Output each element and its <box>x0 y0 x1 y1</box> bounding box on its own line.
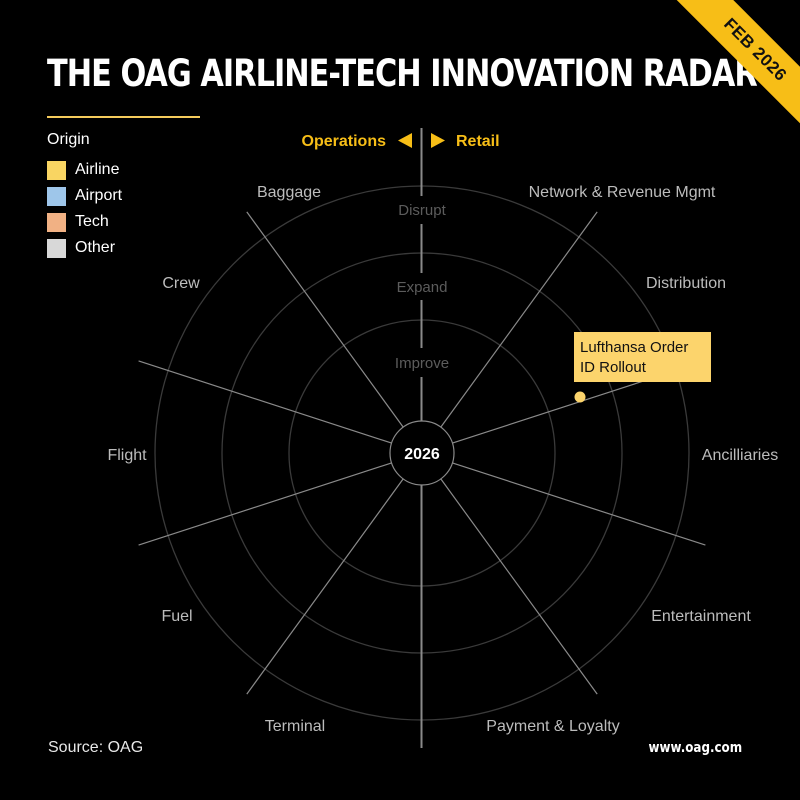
retail-label: Retail <box>456 133 500 150</box>
swatch-tech <box>47 212 66 232</box>
swatch-airport <box>47 186 66 206</box>
ring-label-disrupt: Disrupt <box>398 202 446 219</box>
data-point-lufthansa-order-id[interactable] <box>574 391 586 403</box>
radar-spokes <box>138 211 706 695</box>
legend-label: Airport <box>75 187 123 204</box>
ring-label-expand: Expand <box>397 279 448 296</box>
legend-item-airport: Airport <box>47 183 122 209</box>
sector-label-fuel: Fuel <box>161 608 192 625</box>
swatch-other <box>47 238 66 258</box>
spoke <box>246 478 404 695</box>
sector-label-distribution: Distribution <box>646 275 726 292</box>
spoke <box>440 478 598 695</box>
sector-label-network-revenue-mgmt: Network & Revenue Mgmt <box>529 184 716 201</box>
legend-item-other: Other <box>47 235 122 261</box>
sector-label-baggage: Baggage <box>257 184 321 201</box>
sector-label-ancilliaries: Ancilliaries <box>702 447 778 464</box>
legend-label: Tech <box>75 213 109 230</box>
spoke <box>246 211 404 428</box>
ring-label-improve: Improve <box>395 355 449 372</box>
arrow-left-icon <box>398 133 412 148</box>
sector-label-entertainment: Entertainment <box>651 608 751 625</box>
callout-line-2: ID Rollout <box>580 359 646 376</box>
swatch-airline <box>47 160 66 180</box>
sector-label-crew: Crew <box>162 275 200 292</box>
center-circle <box>389 420 455 486</box>
page-title: THE OAG AIRLINE-TECH INNOVATION RADAR <box>47 52 758 95</box>
legend-label: Airline <box>75 161 120 178</box>
legend-title: Origin <box>47 131 90 148</box>
sector-label-payment-loyalty: Payment & Loyalty <box>486 718 619 735</box>
title-underline <box>47 116 200 118</box>
sector-label-flight: Flight <box>107 447 147 464</box>
legend-item-tech: Tech <box>47 209 122 235</box>
spoke <box>138 462 392 546</box>
website-url: www.oag.com <box>648 740 742 756</box>
spoke <box>138 360 392 444</box>
spoke <box>452 462 706 546</box>
callout-lufthansa-order-id[interactable]: Lufthansa Order ID Rollout <box>574 332 711 382</box>
legend-item-airline: Airline <box>47 157 122 183</box>
legend-label: Other <box>75 239 116 256</box>
sector-label-terminal: Terminal <box>265 718 325 735</box>
arrow-right-icon <box>431 133 445 148</box>
center-year: 2026 <box>404 446 440 463</box>
legend: Origin Airline Airport Tech Other <box>47 131 122 261</box>
spoke <box>440 211 598 428</box>
operations-label: Operations <box>302 133 387 150</box>
callout-line-1: Lufthansa Order <box>580 339 689 356</box>
source-note: Source: OAG <box>48 739 144 756</box>
